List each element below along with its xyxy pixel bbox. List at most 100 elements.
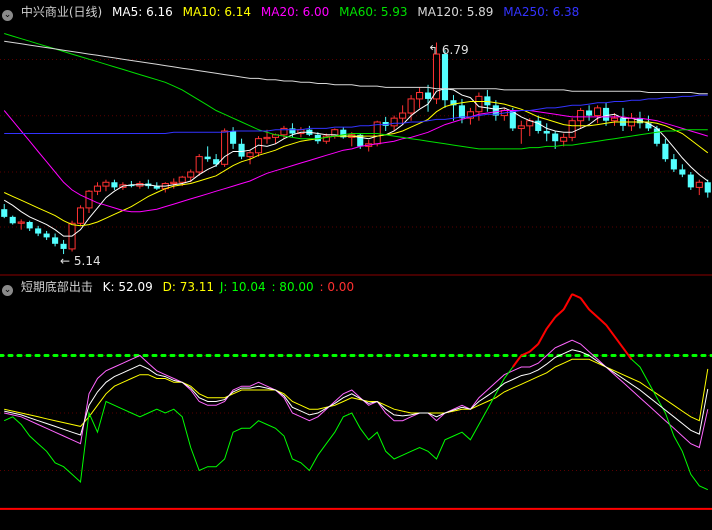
j-line-high-segment [613,335,624,349]
candle-body [153,186,160,189]
candle-body [102,181,110,187]
candle-body [238,143,245,157]
legend-line0: : 0.00 [319,280,355,294]
candle-body [263,136,271,140]
legend-ma5: MA5: 6.16 [112,5,173,19]
candle-body [221,130,229,165]
legend-ma10: MA10: 6.14 [182,5,252,19]
candle-body [43,233,50,238]
high-arrow-icon: ↰ [428,43,442,57]
d-line [4,358,709,427]
candle-body [9,216,16,224]
legend-j: J: 10.04 [219,280,266,294]
candle-body [586,110,593,116]
candle-body [610,117,619,122]
ma-line-ma5 [3,88,709,237]
candle-body [1,209,8,217]
candle-body [560,136,568,142]
j-line-high-segment [588,308,599,318]
candle-body [687,174,694,188]
candle-body [289,128,296,134]
candle-body [187,171,195,178]
j-line-high-segment [545,316,556,330]
j-line-high-segment [529,343,539,353]
j-line-high-segment [605,324,616,337]
j-line-high-segment [554,308,565,318]
signal-line [4,349,709,436]
candle-body [543,130,550,134]
candle-body [441,54,449,101]
candle-body [695,181,703,188]
info-icon[interactable]: ⌄ [2,10,13,21]
candle-body [246,152,254,158]
candle-body [340,129,347,138]
legend-ma20: MA20: 6.00 [260,5,330,19]
candle-body [382,122,389,126]
candle-body [577,109,585,122]
candle-body [93,185,102,192]
legend-ma120: MA120: 5.89 [417,5,494,19]
candle-body [195,156,203,173]
legend-line80: : 80.00 [271,280,314,294]
candle-body [704,182,711,193]
candle-body [170,181,178,185]
candle-body [466,111,474,119]
j-line-high-segment [596,316,607,326]
candle-body [213,159,220,165]
j-line-high-segment [579,297,590,311]
candle-body [314,134,321,142]
k-line [4,339,709,449]
candle-body [535,120,542,131]
legend-d: D: 73.11 [162,280,215,294]
candle-body [111,182,118,188]
candle-body [517,125,525,129]
candle-body [128,184,135,187]
j-line-high-segment [571,293,582,299]
ma-line-ma10 [3,101,709,227]
candle-body [509,110,516,129]
candle-body [645,123,652,129]
candle-body [204,156,211,160]
j-line-high-segment [622,347,633,360]
ma-line-ma60 [4,33,708,150]
j-line-high-segment [512,354,523,368]
candle-body [416,92,424,100]
ma-line-ma120 [4,40,708,95]
candle-body [432,53,441,100]
candle-body [390,117,398,127]
candle-body [230,130,237,144]
low-arrow-icon: ← [60,254,74,268]
low-price-label: ← 5.14 [60,254,101,268]
candle-body [280,127,288,136]
candle-body [594,107,602,117]
indicator-legend: ⌄ 短期底部出击 K: 52.09 D: 73.11 J: 10.04 : 80… [0,276,712,298]
candle-body [458,105,466,119]
indicator-title: 短期底部出击 [20,280,93,294]
candle-body [85,190,93,209]
legend-k: K: 52.09 [102,280,153,294]
candle-body [357,134,364,147]
candle-body [52,237,59,244]
candle-body [484,96,491,106]
candle-body [35,228,42,234]
candle-body [424,92,432,99]
stock-title: 中兴商业(日线) [20,5,103,19]
j-line-high-segment [562,293,574,310]
candle-body [450,100,457,106]
candle-body [407,98,415,114]
candle-body [679,169,686,175]
candle-body [568,120,576,138]
candle-body [653,128,660,144]
j-line-high-segment [537,328,548,345]
candle-body [670,159,677,170]
legend-ma60: MA60: 5.93 [339,5,408,19]
main-legend: ⌄ 中兴商业(日线) MA5: 6.16 MA10: 6.14 MA20: 6.… [0,1,712,23]
legend-ma250: MA250: 6.38 [503,5,580,19]
j-line [3,293,709,491]
candle-body [76,207,85,224]
candle-body [399,112,407,119]
info-icon[interactable]: ⌄ [2,285,13,296]
candle-body [492,105,499,116]
candle-body [60,243,67,249]
